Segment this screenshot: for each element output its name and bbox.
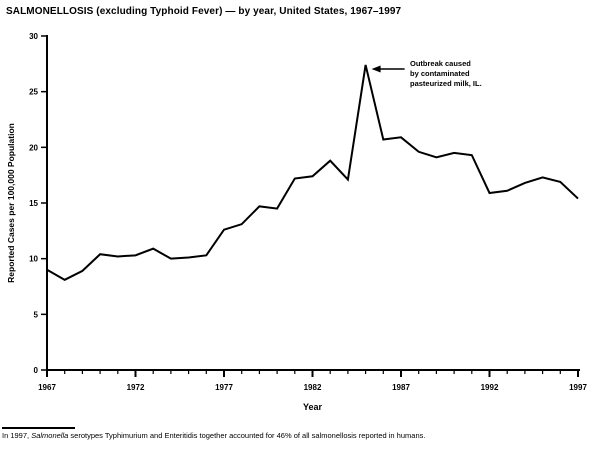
y-tick-label: 20 [29,143,38,152]
chart-title: SALMONELLOSIS (excluding Typhoid Fever) … [6,6,402,17]
footnote-text: In 1997, [2,431,32,440]
y-axis-title: Reported Cases per 100,000 Population [6,123,16,283]
annotation-arrowhead [371,65,381,73]
x-tick-label: 1967 [38,383,56,392]
footnote-rest: serotypes Typhimurium and Enteritidis to… [68,431,426,440]
data-line-series [46,64,579,281]
footnote-rule [2,427,75,429]
y-tick-label: 10 [29,255,38,264]
y-tick-label: 30 [29,32,38,41]
y-tick-label: 0 [34,366,39,375]
outbreak-annotation: Outbreak caused by contaminated pasteuri… [410,59,482,88]
y-tick-label: 25 [29,88,38,97]
x-tick-label: 1982 [304,383,322,392]
x-axis-title: Year [303,402,323,412]
y-tick-label: 5 [34,310,39,319]
y-tick-label: 15 [29,199,38,208]
x-tick-label: 1997 [569,383,587,392]
footnote-italic-salmonella: Salmonella [31,431,69,440]
x-tick-label: 1987 [392,383,410,392]
x-tick-label: 1977 [215,383,233,392]
x-tick-label: 1972 [127,383,145,392]
footnote: In 1997, Salmonella serotypes Typhimuriu… [2,431,425,440]
x-tick-label: 1992 [481,383,499,392]
